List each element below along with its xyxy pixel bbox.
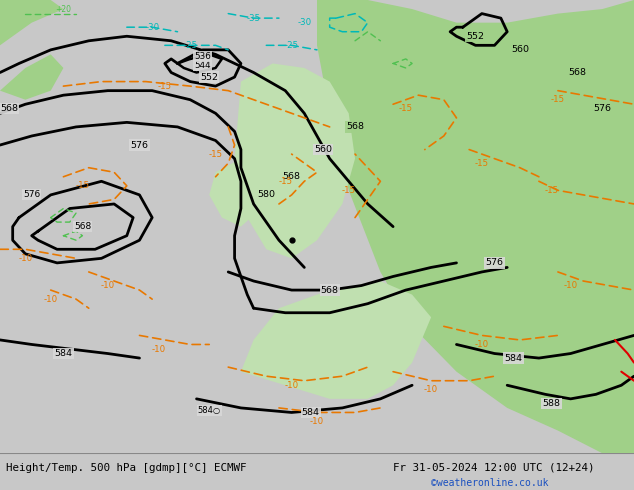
Text: 580: 580 — [257, 191, 275, 199]
Polygon shape — [0, 54, 63, 100]
Text: -10: -10 — [18, 254, 32, 263]
Text: -15: -15 — [342, 186, 356, 195]
Polygon shape — [0, 0, 63, 46]
Text: -10: -10 — [101, 281, 115, 290]
Text: -15: -15 — [278, 177, 292, 186]
Text: ©weatheronline.co.uk: ©weatheronline.co.uk — [431, 478, 548, 489]
Polygon shape — [235, 64, 355, 258]
Text: Fr 31-05-2024 12:00 UTC (12+24): Fr 31-05-2024 12:00 UTC (12+24) — [393, 463, 595, 473]
Text: -15: -15 — [158, 82, 172, 91]
Text: 568: 568 — [321, 286, 339, 294]
Text: -25: -25 — [285, 41, 299, 50]
Text: 552: 552 — [467, 32, 484, 41]
Text: 576: 576 — [593, 104, 611, 113]
Text: -30: -30 — [297, 18, 311, 27]
Text: 568: 568 — [283, 172, 301, 181]
Text: 584○: 584○ — [198, 406, 221, 415]
Text: -15: -15 — [75, 181, 89, 190]
Text: -30: -30 — [145, 23, 159, 32]
Text: -10: -10 — [424, 385, 438, 394]
Text: -35: -35 — [247, 14, 261, 23]
Text: Height/Temp. 500 hPa [gdmp][°C] ECMWF: Height/Temp. 500 hPa [gdmp][°C] ECMWF — [6, 463, 247, 473]
Text: -15: -15 — [551, 95, 565, 104]
Polygon shape — [241, 281, 431, 399]
Text: 568: 568 — [568, 68, 586, 77]
Text: 584: 584 — [505, 354, 522, 363]
Text: -10: -10 — [564, 281, 578, 290]
Text: 560: 560 — [511, 46, 529, 54]
Polygon shape — [209, 145, 279, 226]
Text: -25: -25 — [183, 41, 197, 50]
Text: 568: 568 — [0, 104, 18, 113]
Text: -15: -15 — [399, 104, 413, 113]
Text: -15: -15 — [545, 186, 559, 195]
Text: 568: 568 — [74, 222, 91, 231]
Text: 588: 588 — [543, 399, 560, 408]
Text: -10: -10 — [475, 340, 489, 349]
Text: -10: -10 — [285, 381, 299, 390]
Text: 568: 568 — [346, 122, 364, 131]
Text: 552: 552 — [200, 73, 218, 81]
Polygon shape — [317, 0, 634, 453]
Text: 584: 584 — [302, 408, 320, 417]
Text: 560: 560 — [314, 145, 332, 154]
Text: -10: -10 — [310, 417, 324, 426]
Text: 576: 576 — [486, 258, 503, 268]
Text: 576: 576 — [23, 191, 41, 199]
Text: -15: -15 — [209, 149, 223, 159]
Text: 584: 584 — [55, 349, 72, 358]
Text: 536: 536 — [195, 52, 211, 61]
Text: -15: -15 — [475, 159, 489, 168]
Text: -10: -10 — [152, 344, 165, 353]
Text: 544: 544 — [195, 61, 211, 70]
Text: +20: +20 — [55, 4, 72, 14]
Text: -10: -10 — [44, 294, 58, 304]
Text: 576: 576 — [131, 141, 148, 149]
